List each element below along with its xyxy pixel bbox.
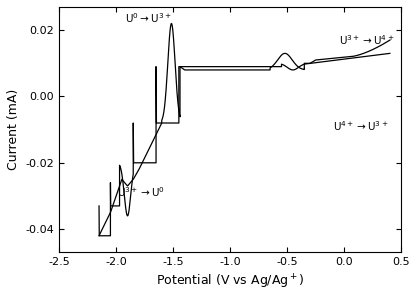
Text: U$^{4+}$$\rightarrow$U$^{3+}$: U$^{4+}$$\rightarrow$U$^{3+}$ — [333, 119, 388, 133]
Text: U$^{3+}$$\rightarrow$U$^0$: U$^{3+}$$\rightarrow$U$^0$ — [117, 185, 165, 199]
X-axis label: Potential (V vs Ag/Ag$^+$): Potential (V vs Ag/Ag$^+$) — [156, 273, 304, 291]
Y-axis label: Current (mA): Current (mA) — [7, 89, 20, 170]
Text: U$^{3+}$$\rightarrow$U$^{4+}$: U$^{3+}$$\rightarrow$U$^{4+}$ — [339, 33, 394, 47]
Text: U$^0$$\rightarrow$U$^{3+}$: U$^0$$\rightarrow$U$^{3+}$ — [125, 11, 171, 25]
